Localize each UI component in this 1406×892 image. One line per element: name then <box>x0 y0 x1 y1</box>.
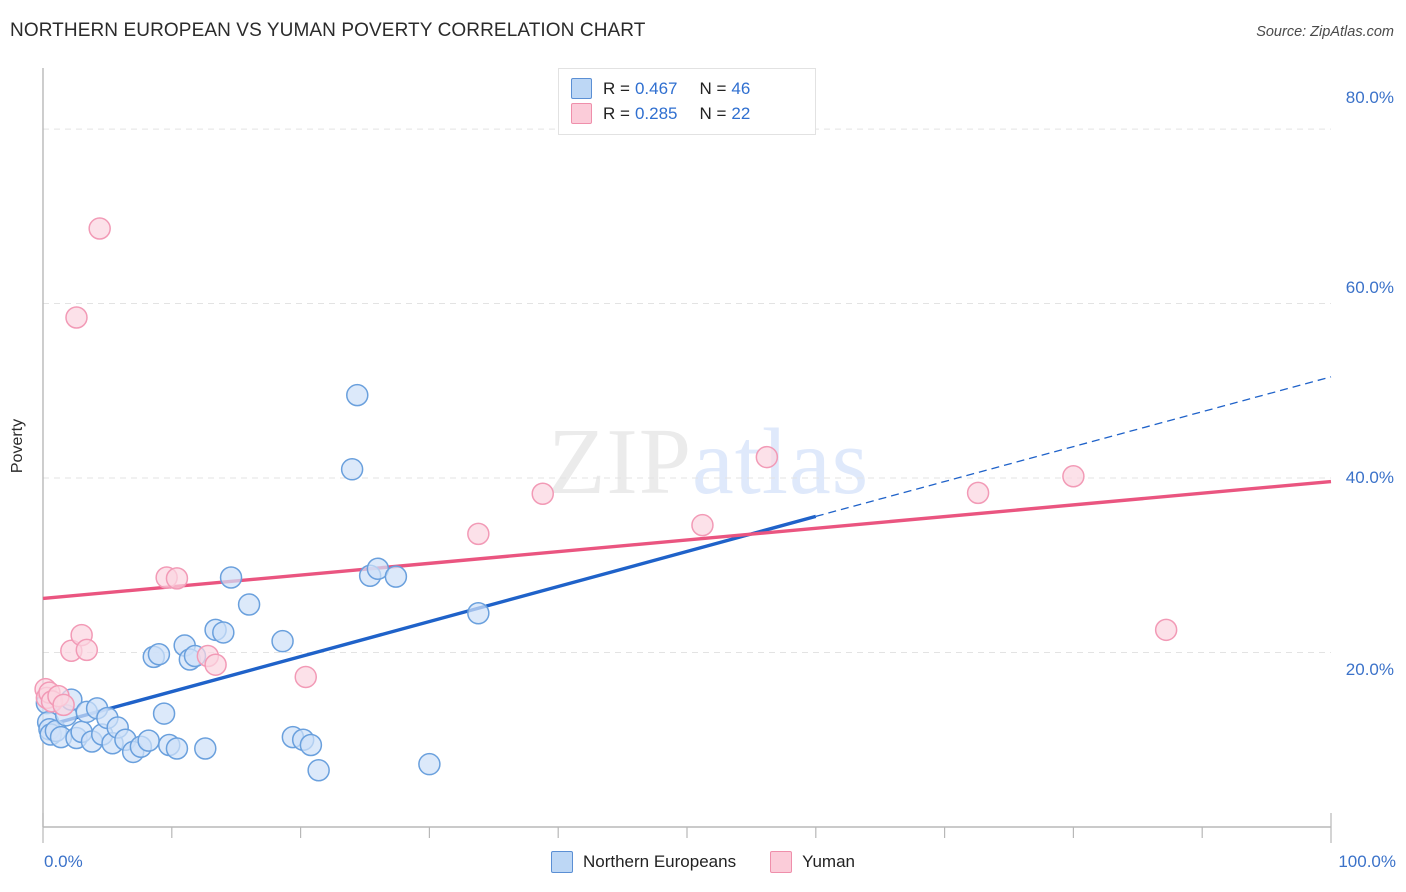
data-point[interactable] <box>219 566 243 589</box>
data-point[interactable] <box>418 752 441 776</box>
swatch-yuman <box>571 103 592 124</box>
r-value-blue: 0.467 <box>634 78 678 98</box>
data-point[interactable] <box>467 522 490 546</box>
n-value-pink: 22 <box>731 103 751 123</box>
n-value-blue: 46 <box>731 78 751 98</box>
data-point[interactable] <box>271 629 294 653</box>
data-point[interactable] <box>384 565 408 588</box>
series-yuman <box>34 217 1178 717</box>
y-axis-tick-80: 80.0% <box>1345 88 1394 107</box>
r-label-blue: R = <box>603 78 630 98</box>
data-point[interactable] <box>346 383 369 407</box>
data-point[interactable] <box>75 638 99 662</box>
trendline-dashed-0 <box>815 376 1332 518</box>
data-point[interactable] <box>1154 618 1178 642</box>
data-point[interactable] <box>467 602 490 625</box>
stats-row-yuman: R = 0.285 N = 22 <box>571 101 803 126</box>
series-northern-europeans <box>35 383 490 782</box>
y-axis-tick-40: 40.0% <box>1345 468 1394 487</box>
swatch-northern-europeans <box>571 78 592 99</box>
data-point[interactable] <box>299 733 323 757</box>
stats-row-northern-europeans: R = 0.467 N = 46 <box>571 76 803 101</box>
data-point[interactable] <box>212 621 235 644</box>
data-point[interactable] <box>147 643 171 666</box>
trendline-solid-1 <box>42 479 1332 601</box>
data-point[interactable] <box>152 702 176 725</box>
r-value-pink: 0.285 <box>634 103 678 123</box>
data-point[interactable] <box>204 653 227 676</box>
y-axis-tick-20: 20.0% <box>1345 660 1394 679</box>
data-point[interactable] <box>194 737 217 760</box>
data-point[interactable] <box>755 445 779 469</box>
legend-item-northern-europeans[interactable]: Northern Europeans <box>550 851 737 873</box>
data-point[interactable] <box>294 665 318 689</box>
legend-swatch-yuman <box>770 851 793 873</box>
correlation-stats-legend: R = 0.467 N = 46 R = 0.285 N = 22 <box>558 68 816 135</box>
n-label-blue: N = <box>699 78 727 98</box>
y-axis-tick-60: 60.0% <box>1345 278 1394 297</box>
x-axis-tick-min: 0.0% <box>44 852 83 871</box>
data-point[interactable] <box>165 737 189 760</box>
r-label-pink: R = <box>603 103 630 123</box>
data-point[interactable] <box>1062 465 1085 488</box>
data-point[interactable] <box>65 306 88 329</box>
data-point[interactable] <box>137 729 160 752</box>
data-point[interactable] <box>307 759 330 782</box>
source-attribution: Source: ZipAtlas.com <box>1256 24 1394 40</box>
n-label-pink: N = <box>699 103 727 123</box>
data-point[interactable] <box>52 693 75 717</box>
data-point[interactable] <box>531 482 554 505</box>
legend-label-northern-europeans: Northern Europeans <box>582 852 737 871</box>
page-title: NORTHERN EUROPEAN VS YUMAN POVERTY CORRE… <box>10 20 646 41</box>
data-point[interactable] <box>88 217 111 240</box>
legend-swatch-northern-europeans <box>550 851 573 873</box>
data-point[interactable] <box>691 513 714 537</box>
data-point[interactable] <box>966 481 990 505</box>
data-point[interactable] <box>165 567 189 590</box>
trendline-solid-0 <box>42 514 817 729</box>
legend-item-yuman[interactable]: Yuman <box>770 851 855 873</box>
legend-label-yuman: Yuman <box>802 852 856 871</box>
data-point[interactable] <box>340 458 364 481</box>
data-point[interactable] <box>237 593 261 616</box>
x-axis-tick-max: 100.0% <box>1338 852 1396 871</box>
series-legend: Northern Europeans Yuman <box>0 851 1406 873</box>
